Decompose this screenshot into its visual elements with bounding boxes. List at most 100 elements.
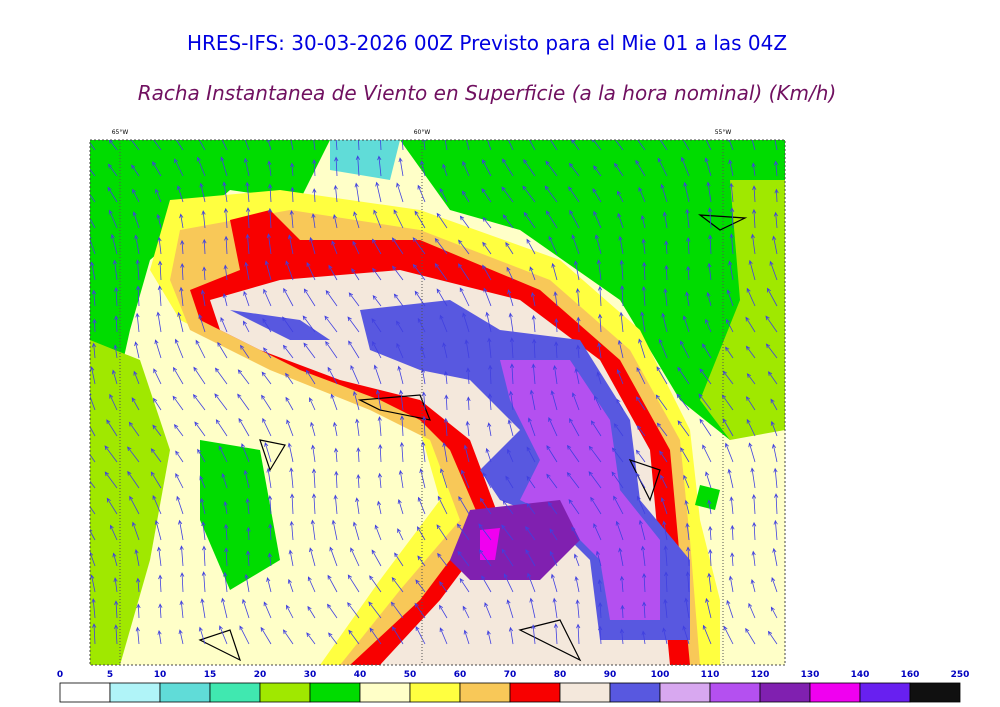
wind-arrow xyxy=(224,523,229,541)
wind-arrow xyxy=(705,471,712,489)
longitude-label: 65°W xyxy=(112,129,129,136)
field xyxy=(200,440,280,590)
wind-arrow xyxy=(347,602,360,619)
wind-arrow xyxy=(222,181,228,203)
wind-arrow xyxy=(746,373,756,385)
wind-arrow xyxy=(111,369,118,385)
wind-arrow xyxy=(548,235,558,255)
wind-arrow xyxy=(198,313,206,333)
wind-arrow xyxy=(422,415,427,437)
wind-arrow xyxy=(676,393,690,411)
colorbar-swatch xyxy=(909,682,961,703)
wind-arrow xyxy=(392,265,404,281)
wind-arrow xyxy=(664,240,669,255)
wind-arrow xyxy=(526,446,536,463)
wind-arrow xyxy=(329,546,338,567)
wind-arrow xyxy=(728,575,734,593)
wind-arrow xyxy=(465,140,470,151)
wind-arrow xyxy=(548,416,558,437)
wind-arrow xyxy=(153,140,162,151)
wind-arrow xyxy=(313,140,316,151)
wind-arrow xyxy=(334,470,339,489)
wind-arrow xyxy=(748,602,756,619)
wind-arrow xyxy=(462,160,470,177)
wind-arrow xyxy=(751,493,757,515)
wind-arrow xyxy=(311,468,317,489)
field xyxy=(400,140,785,440)
wind-arrow xyxy=(372,267,382,281)
wind-arrow xyxy=(333,184,338,203)
wind-arrow xyxy=(642,601,647,619)
wind-arrow xyxy=(554,341,559,359)
wind-arrow xyxy=(750,233,756,255)
wind-arrow xyxy=(721,394,734,411)
wind-arrow xyxy=(267,160,272,177)
colorbar-swatch xyxy=(709,682,761,703)
wind-arrow xyxy=(223,501,228,515)
colorbar-swatch xyxy=(309,682,361,703)
wind-arrow xyxy=(707,572,712,593)
wind-arrow xyxy=(287,234,294,255)
wind-arrow xyxy=(549,528,558,541)
wind-arrow xyxy=(616,368,624,385)
wind-arrow xyxy=(436,524,448,541)
wind-arrow xyxy=(482,472,492,489)
wind-arrow xyxy=(525,526,536,541)
subtitle: Racha Instantanea de Viento en Superfici… xyxy=(138,81,837,105)
wind-arrow xyxy=(369,575,382,593)
wind-arrow xyxy=(729,233,734,255)
wind-arrow xyxy=(486,630,492,645)
wind-arrow xyxy=(502,499,514,515)
wind-arrow xyxy=(663,598,668,619)
wind-arrow xyxy=(728,260,734,281)
wind-arrow xyxy=(593,210,602,229)
wind-arrow xyxy=(596,259,602,281)
wind-arrow xyxy=(311,493,317,515)
wind-arrow xyxy=(179,545,184,567)
wind-arrow xyxy=(334,156,339,177)
wind-arrow xyxy=(660,497,668,515)
wind-arrow xyxy=(412,263,426,281)
wind-arrow xyxy=(598,625,603,645)
wind-arrow xyxy=(457,550,470,567)
wind-arrow xyxy=(641,285,646,307)
wind-arrow xyxy=(702,343,712,359)
wind-arrow xyxy=(463,444,470,463)
wind-arrow xyxy=(522,185,536,203)
wind-arrow xyxy=(745,316,756,333)
wind-arrow xyxy=(356,473,361,489)
map xyxy=(90,140,785,665)
wind-arrow xyxy=(705,318,712,333)
field xyxy=(500,360,660,620)
wind-arrow xyxy=(529,389,536,411)
wind-arrow xyxy=(569,418,580,437)
wind-arrow xyxy=(179,213,184,229)
wind-arrow xyxy=(307,605,316,619)
colorbar-swatch xyxy=(659,682,711,703)
wind-arrow xyxy=(682,625,690,645)
wind-arrow xyxy=(769,260,778,281)
wind-arrow xyxy=(222,293,228,307)
wind-arrow xyxy=(106,419,118,437)
wind-arrow xyxy=(397,499,404,515)
wind-arrow xyxy=(199,182,206,203)
wind-arrow xyxy=(503,573,514,593)
wind-arrow xyxy=(246,550,251,567)
wind-arrow xyxy=(656,422,668,437)
wind-arrow xyxy=(683,474,690,489)
wind-arrow xyxy=(393,209,404,229)
wind-arrow xyxy=(551,262,558,281)
wind-arrow xyxy=(221,140,228,151)
wind-arrow xyxy=(685,291,690,307)
wind-arrow xyxy=(282,629,294,645)
wind-arrow xyxy=(588,445,602,463)
wind-arrow xyxy=(154,519,162,541)
wind-arrow xyxy=(224,235,229,255)
wind-arrow xyxy=(482,264,492,281)
wind-arrow xyxy=(104,445,118,463)
wind-arrow xyxy=(347,574,360,593)
wind-arrow xyxy=(641,630,646,645)
field xyxy=(695,485,720,510)
wind-arrow xyxy=(113,344,118,359)
wind-arrow xyxy=(465,420,470,437)
